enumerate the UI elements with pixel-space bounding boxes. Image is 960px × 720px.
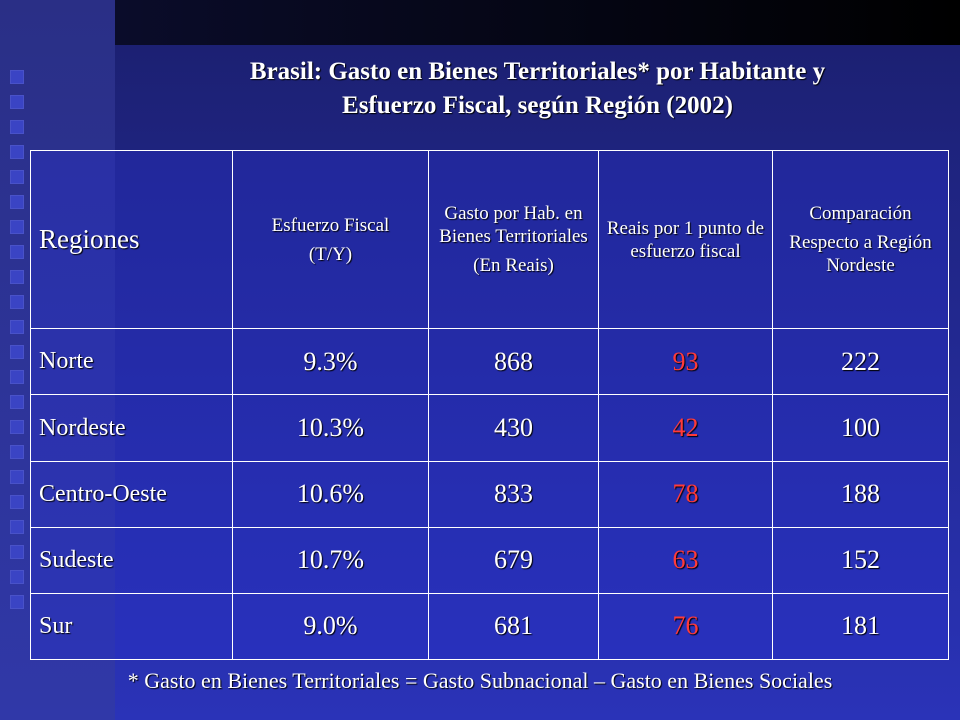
decor-square — [10, 445, 24, 459]
decor-square — [10, 95, 24, 109]
cell-gasto: 679 — [428, 526, 599, 594]
table-header-row: Regiones Esfuerzo Fiscal (T/Y) Gasto por… — [30, 149, 949, 330]
header-regiones: Regiones — [30, 149, 233, 330]
header-gasto: Gasto por Hab. en Bienes Territoriales (… — [428, 149, 599, 330]
footnote: * Gasto en Bienes Territoriales = Gasto … — [127, 668, 833, 693]
header-esfuerzo: Esfuerzo Fiscal (T/Y) — [232, 149, 429, 330]
table-row: Norte 9.3% 868 93 222 — [30, 328, 949, 396]
decor-square — [10, 320, 24, 334]
cell-reais: 76 — [598, 592, 773, 661]
cell-gasto: 868 — [428, 328, 599, 396]
header-comparacion-label: Comparación — [809, 203, 912, 225]
cell-reais: 42 — [598, 394, 773, 462]
cell-comparacion: 152 — [772, 526, 949, 594]
header-gasto-label: Gasto por Hab. en Bienes Territoriales — [439, 203, 588, 248]
decor-square — [10, 370, 24, 384]
header-reais: Reais por 1 punto de esfuerzo fiscal — [598, 149, 773, 330]
decor-square — [10, 345, 24, 359]
decor-square — [10, 570, 24, 584]
decor-square — [10, 595, 24, 609]
decor-square — [10, 395, 24, 409]
title-line-1: Brasil: Gasto en Bienes Territoriales* p… — [249, 58, 826, 85]
decor-square — [10, 220, 24, 234]
slide-title: Brasil: Gasto en Bienes Territoriales* p… — [115, 55, 960, 123]
header-comparacion: Comparación Respecto a Región Nordeste — [772, 149, 949, 330]
cell-comparacion: 100 — [772, 394, 949, 462]
decor-square — [10, 270, 24, 284]
cell-region: Nordeste — [30, 394, 233, 462]
table-row: Sudeste 10.7% 679 63 152 — [30, 526, 949, 594]
cell-comparacion: 181 — [772, 592, 949, 661]
cell-comparacion: 222 — [772, 328, 949, 396]
decor-square — [10, 120, 24, 134]
cell-esfuerzo: 9.0% — [232, 592, 429, 661]
cell-comparacion: 188 — [772, 460, 949, 528]
decor-square — [10, 170, 24, 184]
header-comparacion-sub: Respecto a Región Nordeste — [789, 232, 932, 277]
header-esfuerzo-unit: (T/Y) — [308, 243, 353, 265]
cell-region: Centro-Oeste — [30, 460, 233, 528]
cell-gasto: 430 — [428, 394, 599, 462]
decor-square — [10, 545, 24, 559]
table-row: Centro-Oeste 10.6% 833 78 188 — [30, 460, 949, 528]
decor-square — [10, 70, 24, 84]
table-row: Nordeste 10.3% 430 42 100 — [30, 394, 949, 462]
cell-esfuerzo: 9.3% — [232, 328, 429, 396]
title-line-2: Esfuerzo Fiscal, según Región (2002) — [342, 92, 733, 119]
cell-region: Sur — [30, 592, 233, 661]
decor-square — [10, 420, 24, 434]
decor-square — [10, 295, 24, 309]
header-esfuerzo-label: Esfuerzo Fiscal — [271, 214, 390, 236]
header-gasto-unit: (En Reais) — [473, 255, 554, 277]
decor-square — [10, 470, 24, 484]
decor-square — [10, 195, 24, 209]
cell-reais: 93 — [598, 328, 773, 396]
cell-reais: 78 — [598, 460, 773, 528]
decor-square — [10, 495, 24, 509]
cell-region: Sudeste — [30, 526, 233, 594]
data-table: Regiones Esfuerzo Fiscal (T/Y) Gasto por… — [30, 149, 949, 661]
cell-esfuerzo: 10.7% — [232, 526, 429, 594]
table-row: Sur 9.0% 681 76 181 — [30, 592, 949, 661]
top-decorative-band — [115, 0, 960, 45]
cell-gasto: 833 — [428, 460, 599, 528]
cell-esfuerzo: 10.6% — [232, 460, 429, 528]
cell-gasto: 681 — [428, 592, 599, 661]
cell-reais: 63 — [598, 526, 773, 594]
decor-square — [10, 520, 24, 534]
decor-square — [10, 245, 24, 259]
cell-esfuerzo: 10.3% — [232, 394, 429, 462]
cell-region: Norte — [30, 328, 233, 396]
decor-square — [10, 145, 24, 159]
